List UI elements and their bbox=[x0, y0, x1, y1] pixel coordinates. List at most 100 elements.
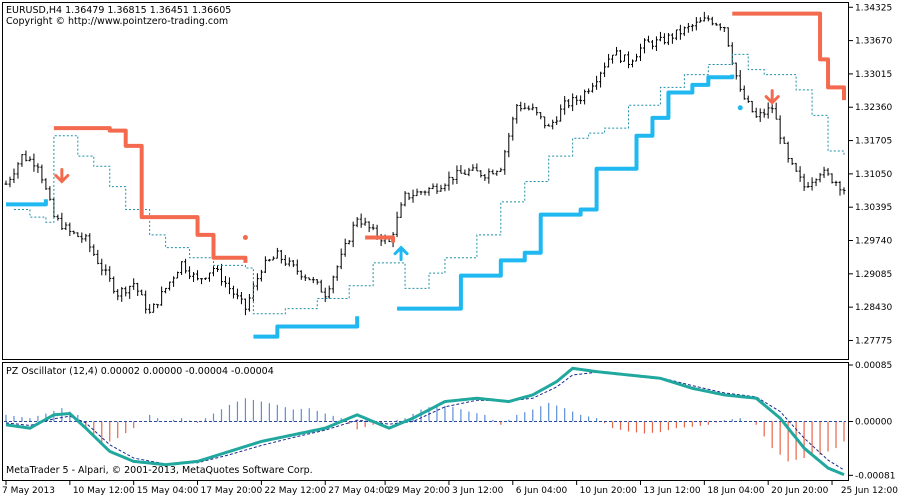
price-candle bbox=[323, 287, 327, 303]
price-candle bbox=[591, 82, 595, 93]
price-candle bbox=[754, 107, 758, 118]
price-candle bbox=[24, 150, 28, 162]
time-axis-tick-label: 20 Jun 20:00 bbox=[771, 486, 828, 496]
price-candle bbox=[607, 53, 611, 68]
price-candle bbox=[48, 186, 52, 201]
price-candle bbox=[204, 277, 208, 280]
price-axis-tick-label: 1.29740 bbox=[855, 237, 892, 247]
price-candle bbox=[112, 276, 116, 294]
price-panel: 1.34325 1.33670 1.33015 1.32360 1.31705 1.310… bbox=[2, 2, 892, 360]
price-candle bbox=[694, 17, 698, 31]
price-candle bbox=[20, 154, 24, 167]
price-candle bbox=[658, 31, 662, 42]
price-candle bbox=[726, 27, 730, 47]
time-axis-tick-label: 13 Jun 12:00 bbox=[643, 486, 700, 496]
price-candle bbox=[706, 15, 710, 22]
price-candle bbox=[219, 263, 223, 286]
price-candle bbox=[419, 190, 423, 195]
price-candle bbox=[619, 49, 623, 64]
price-candle bbox=[794, 162, 798, 172]
price-candle bbox=[395, 211, 399, 238]
price-candle bbox=[411, 189, 415, 203]
price-candle bbox=[790, 157, 794, 165]
buy-arrow-icon bbox=[393, 245, 409, 262]
price-candle bbox=[595, 75, 599, 90]
price-candle bbox=[435, 183, 439, 194]
price-candle bbox=[255, 273, 259, 291]
oscillator-signal-line bbox=[5, 371, 845, 471]
price-candle bbox=[88, 233, 92, 253]
price-candle bbox=[822, 166, 826, 178]
price-candle bbox=[519, 101, 523, 112]
oscillator-panel: 0.00085 0.00000 -0.00081 PZ Oscillator (12… bbox=[2, 361, 895, 481]
price-candle bbox=[8, 176, 12, 188]
price-candle bbox=[188, 266, 192, 280]
price-candle bbox=[738, 70, 742, 92]
price-candle bbox=[80, 232, 84, 243]
price-candle bbox=[814, 178, 818, 187]
price-candle bbox=[642, 38, 646, 54]
price-candle bbox=[431, 183, 435, 190]
time-axis-tick-label: 22 May 12:00 bbox=[264, 486, 326, 496]
price-candle bbox=[507, 132, 511, 158]
price-candle bbox=[798, 166, 802, 182]
price-candle bbox=[279, 249, 283, 264]
price-candle bbox=[587, 88, 591, 94]
price-candle bbox=[543, 116, 547, 129]
oscillator-series-layer bbox=[4, 366, 846, 477]
price-candle bbox=[654, 36, 658, 51]
price-candle bbox=[92, 244, 96, 257]
price-candle bbox=[631, 59, 635, 68]
price-candle bbox=[447, 171, 451, 191]
price-candle bbox=[148, 303, 152, 314]
price-candle bbox=[662, 33, 666, 45]
price-candle bbox=[223, 276, 227, 288]
price-candle bbox=[682, 26, 686, 36]
price-axis-tick-label: 1.31705 bbox=[855, 137, 892, 147]
time-axis-tick-label: 10 May 12:00 bbox=[73, 486, 135, 496]
price-axis-tick-label: 1.27775 bbox=[855, 336, 892, 346]
oscillator-label: PZ Oscillator (12,4) 0.00002 0.00000 -0.… bbox=[6, 366, 274, 377]
price-candle bbox=[774, 102, 778, 120]
price-candle bbox=[367, 221, 371, 233]
price-candle bbox=[200, 278, 204, 285]
time-axis-tick-label: 10 Jun 20:00 bbox=[580, 486, 637, 496]
oscillator-axis-tick-label: 0.00000 bbox=[855, 418, 892, 428]
price-candle bbox=[579, 95, 583, 105]
time-axis-tick-label: 17 May 20:00 bbox=[201, 486, 263, 496]
price-candle bbox=[319, 279, 323, 293]
price-series-layer bbox=[4, 11, 847, 339]
price-candle bbox=[627, 51, 631, 69]
price-candle bbox=[762, 108, 766, 118]
price-candle bbox=[531, 103, 535, 111]
copyright-text: Copyright © http://www.pointzero-trading… bbox=[6, 16, 228, 27]
price-candle bbox=[267, 258, 271, 262]
price-candle bbox=[646, 35, 650, 43]
price-candle bbox=[551, 119, 555, 130]
price-candle bbox=[842, 187, 846, 195]
price-candle bbox=[830, 173, 834, 184]
price-candle bbox=[196, 270, 200, 281]
price-candle bbox=[674, 29, 678, 41]
time-axis-tick-label: 25 Jun 12:00 bbox=[841, 486, 898, 496]
price-candle bbox=[758, 108, 762, 122]
time-axis-tick-label: 6 Jun 04:00 bbox=[516, 486, 568, 496]
price-candle bbox=[455, 165, 459, 185]
price-candle bbox=[467, 167, 471, 177]
price-candle bbox=[714, 22, 718, 26]
price-candle bbox=[567, 99, 571, 109]
price-candle bbox=[231, 285, 235, 299]
price-candle bbox=[76, 232, 80, 238]
price-candle bbox=[423, 190, 427, 196]
price-candle bbox=[116, 289, 120, 301]
price-candle bbox=[120, 287, 124, 302]
price-axis-tick-label: 1.31050 bbox=[855, 170, 892, 180]
price-candle bbox=[826, 168, 830, 176]
price-candle bbox=[583, 89, 587, 105]
oscillator-axis-tick-label: 0.00085 bbox=[855, 361, 892, 371]
price-candle bbox=[666, 32, 670, 46]
price-axis-tick-label: 1.28430 bbox=[855, 303, 892, 313]
price-candle bbox=[283, 254, 287, 266]
price-candle bbox=[263, 256, 267, 274]
price-candle bbox=[100, 258, 104, 276]
